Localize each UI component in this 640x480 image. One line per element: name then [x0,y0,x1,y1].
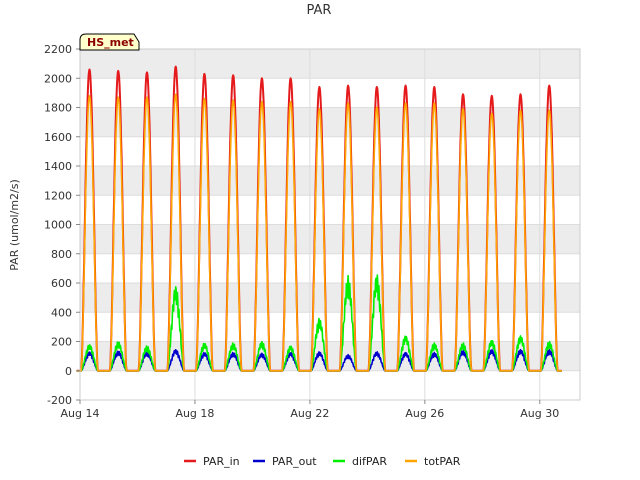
y-tick-label: 1600 [44,131,72,144]
x-tick-label: Aug 26 [405,407,444,420]
series-line-totpar [76,93,562,372]
y-tick-label: 1200 [44,189,72,202]
legend-label: PAR_in [203,455,240,468]
legend-label: totPAR [424,455,461,468]
grid-band [80,283,580,313]
grid-band [80,224,580,254]
y-tick-label: 1800 [44,102,72,115]
y-tick-label: 2000 [44,72,72,85]
legend-label: PAR_out [272,455,317,468]
chart-title: PAR [307,3,332,18]
y-tick-label: 1400 [44,160,72,173]
y-tick-label: 2200 [44,43,72,56]
grid-band [80,107,580,137]
y-tick-label: 0 [65,365,72,378]
y-tick-label: 400 [51,306,72,319]
series-layer [76,65,562,372]
x-tick-label: Aug 30 [520,407,559,420]
y-tick-label: 1000 [44,219,72,232]
y-tick-label: -200 [47,394,72,407]
x-tick-label: Aug 22 [290,407,329,420]
y-tick-label: 600 [51,277,72,290]
site-badge-box [79,33,140,51]
x-tick-label: Aug 14 [61,407,100,420]
series-line-difpar [76,274,562,372]
y-tick-label: 200 [51,336,72,349]
grid-band [80,166,580,196]
y-tick-label: 800 [51,248,72,261]
grid-band [80,49,580,79]
legend: PAR_in PAR_out difPAR totPAR [184,455,461,468]
site-badge-label: HS_met [87,36,134,49]
axes: -200 0 200 400 600 800 1000 1200 1400 1600 1800 200… [44,43,581,420]
legend-label: difPAR [352,455,387,468]
y-axis-title: PAR (umol/m2/s) [8,179,21,271]
site-badge: HS_met [79,33,140,51]
x-tick-label: Aug 18 [175,407,214,420]
